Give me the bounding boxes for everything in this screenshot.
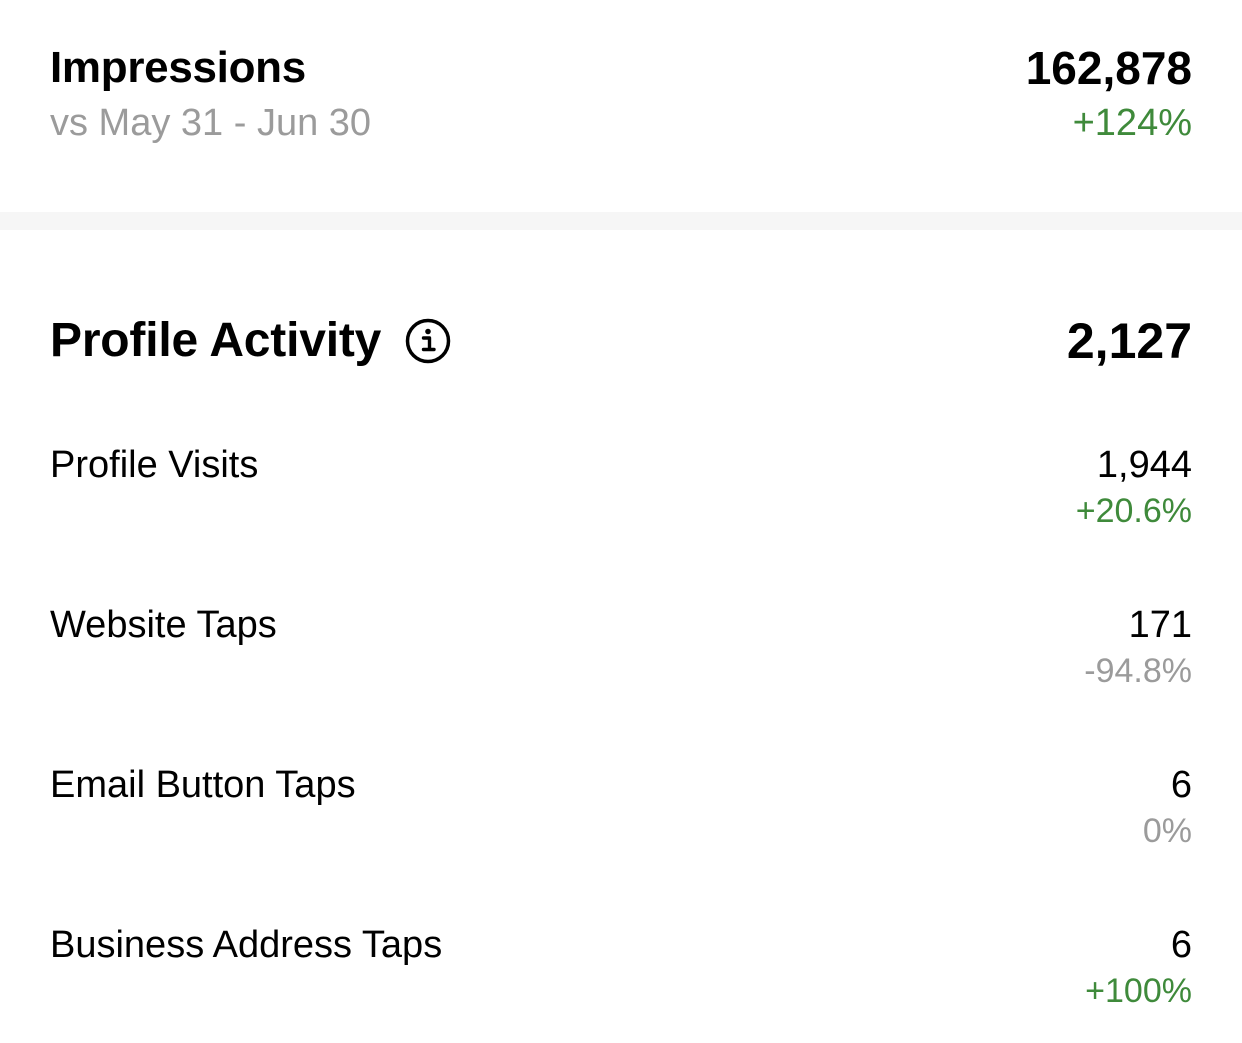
impressions-section: Impressions vs May 31 - Jun 30 162,878 +… [0,0,1242,212]
metric-value: 6 [1170,924,1192,966]
metric-row-website-taps[interactable]: Website Taps 171 -94.8% [0,602,1242,712]
metric-label: Website Taps [50,604,277,646]
impressions-comparison-range: vs May 31 - Jun 30 [50,102,372,144]
metric-label: Business Address Taps [50,924,443,966]
profile-activity-header: Profile Activity [50,312,451,370]
impressions-title: Impressions [50,43,306,92]
metric-label: Profile Visits [50,444,259,486]
metric-row-business-address-taps[interactable]: Business Address Taps 6 +100% [0,922,1242,1032]
metric-change: -94.8% [1084,652,1192,690]
metric-row-profile-visits[interactable]: Profile Visits 1,944 +20.6% [0,442,1242,552]
metric-label: Email Button Taps [50,764,356,806]
metric-row-email-button-taps[interactable]: Email Button Taps 6 0% [0,762,1242,872]
metric-value: 171 [1128,604,1192,646]
info-circle-icon[interactable] [405,318,451,364]
profile-activity-title: Profile Activity [50,314,382,367]
metric-change: +20.6% [1075,492,1192,530]
metric-change: 0% [1142,812,1192,850]
impressions-change: +124% [1072,102,1192,144]
profile-activity-total: 2,127 [1066,313,1192,369]
metric-value: 6 [1170,764,1192,806]
impressions-value: 162,878 [1025,42,1192,94]
metric-change: +100% [1085,972,1192,1010]
metric-value: 1,944 [1096,444,1192,486]
section-divider [0,212,1242,230]
